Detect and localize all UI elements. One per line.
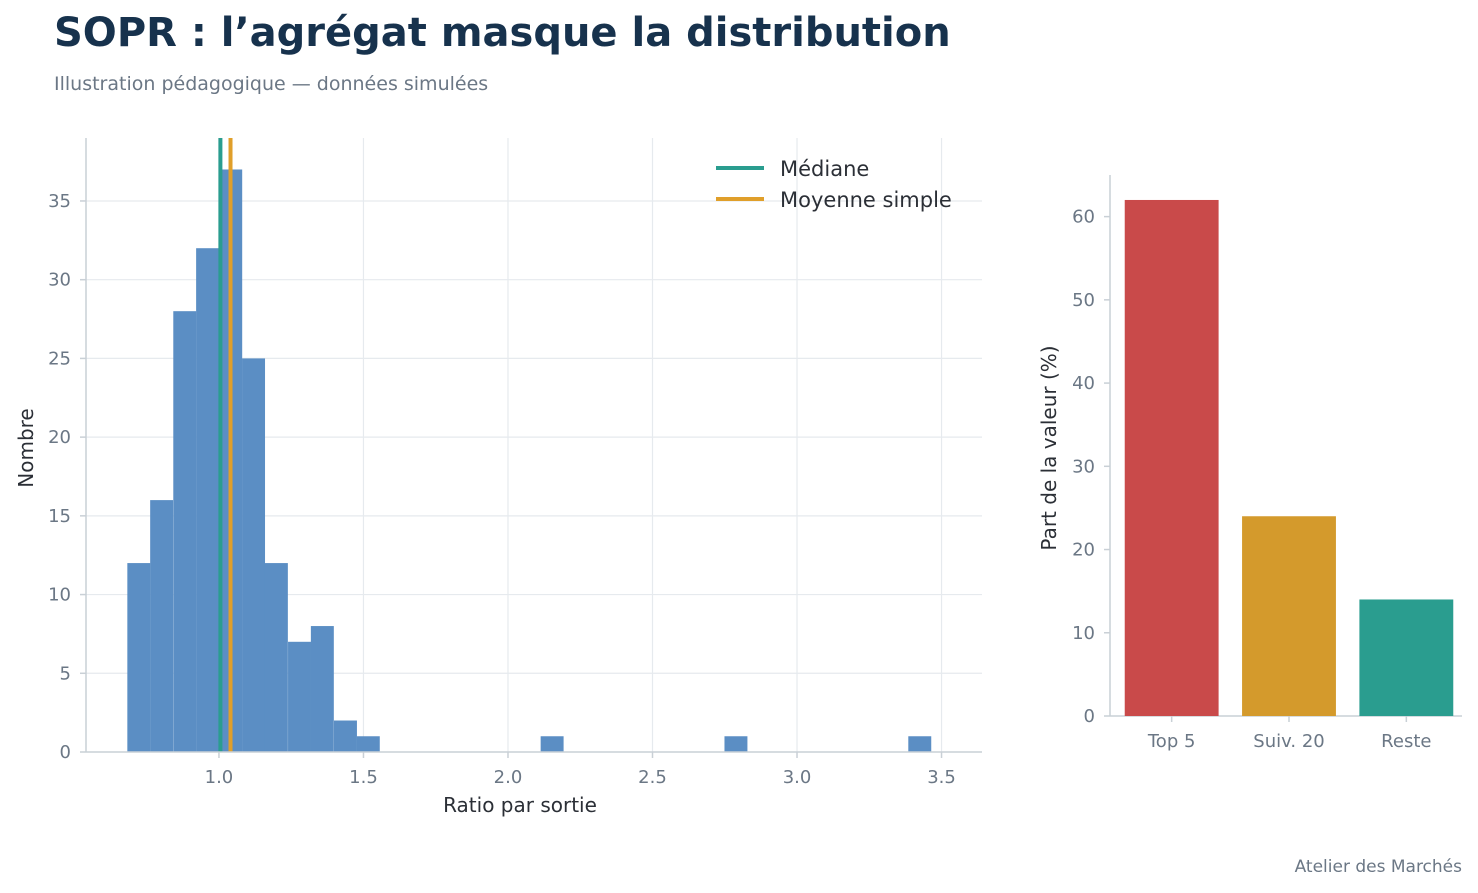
bar-3 <box>1359 599 1454 716</box>
histogram-panel: 1.0 1.5 2.0 2.5 3.0 3.5 0 5 10 15 20 25 30 35 Ratio pa… <box>14 138 982 817</box>
chart-title: SOPR : l’agrégat masque la distribution <box>54 10 951 56</box>
hist-bar <box>150 500 174 752</box>
hist-bar <box>310 626 334 752</box>
bar-1 <box>1124 199 1219 716</box>
hist-bar <box>908 736 932 752</box>
bar-y-tick-label: 50 <box>1072 290 1095 311</box>
credit-text: Atelier des Marchés <box>1294 857 1462 877</box>
hist-bar <box>540 736 564 752</box>
bar-x-tick-label: Reste <box>1381 731 1431 752</box>
hist-bar <box>173 311 197 752</box>
bar-y-tick-label: 20 <box>1072 540 1095 561</box>
bar-y-tick-label: 0 <box>1084 706 1095 727</box>
hist-bar <box>288 641 311 752</box>
hist-x-tick-label: 2.0 <box>494 767 523 788</box>
hist-y-tick-label: 20 <box>48 427 71 448</box>
hist-bar <box>127 563 151 752</box>
hist-x-tick-label: 1.5 <box>349 767 378 788</box>
hist-y-tick-label: 5 <box>60 663 71 684</box>
hist-y-tick-label: 10 <box>48 585 71 606</box>
hist-y-tick-label: 0 <box>60 742 71 763</box>
bar-panel: 0 10 20 30 40 50 60 Top 5 Suiv. 20 Reste Part de l… <box>1037 175 1462 752</box>
legend-mean-label: Moyenne simple <box>780 188 952 212</box>
hist-x-tick-label: 2.5 <box>638 767 667 788</box>
legend-median-label: Médiane <box>780 157 869 181</box>
bar-x-tick-label: Top 5 <box>1147 731 1196 752</box>
chart-subtitle: Illustration pédagogique — données simul… <box>54 73 489 95</box>
hist-bar <box>196 248 220 752</box>
bar-y-tick-label: 30 <box>1072 456 1095 477</box>
hist-x-tick-label: 3.5 <box>927 767 956 788</box>
hist-y-tick-label: 15 <box>48 506 71 527</box>
hist-bar <box>264 563 288 752</box>
bar-y-axis-label: Part de la valeur (%) <box>1037 345 1061 550</box>
hist-y-tick-label: 30 <box>48 270 71 291</box>
bar-x-tick-label: Suiv. 20 <box>1253 731 1324 752</box>
hist-bar <box>333 720 357 752</box>
hist-x-tick-label: 1.0 <box>205 767 234 788</box>
hist-x-tick-label: 3.0 <box>783 767 812 788</box>
bar-y-tick-label: 40 <box>1072 373 1095 394</box>
hist-y-tick-label: 25 <box>48 348 71 369</box>
hist-bar <box>356 736 380 752</box>
hist-bar <box>724 736 748 752</box>
bar-y-tick-label: 10 <box>1072 623 1095 644</box>
hist-bar <box>242 358 266 752</box>
hist-y-axis-label: Nombre <box>14 408 38 487</box>
bar-y-tick-label: 60 <box>1072 207 1095 228</box>
hist-x-axis-label: Ratio par sortie <box>443 793 597 817</box>
bar-2 <box>1242 516 1336 716</box>
hist-y-tick-label: 35 <box>48 191 71 212</box>
